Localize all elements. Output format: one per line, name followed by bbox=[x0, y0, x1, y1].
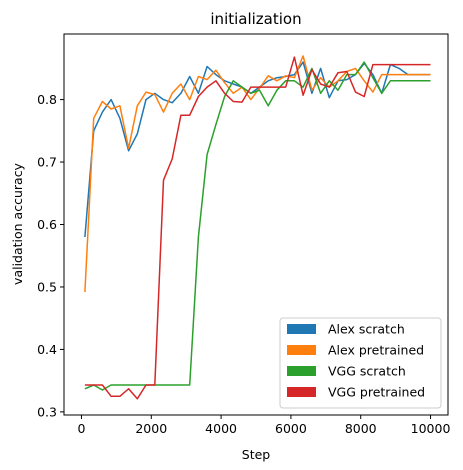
y-tick-label: 0.8 bbox=[37, 92, 57, 107]
series-line-vgg-pretrained bbox=[84, 56, 431, 400]
legend: Alex scratch Alex pretrained VGG scratch VG… bbox=[279, 317, 442, 409]
legend-label-alex-pretrained: Alex pretrained bbox=[328, 343, 424, 358]
y-tick-label: 0.6 bbox=[37, 217, 57, 232]
legend-swatch-alex-pretrained bbox=[287, 345, 316, 355]
x-tick-label: 0 bbox=[77, 421, 85, 436]
legend-swatch-alex-scratch bbox=[287, 324, 316, 334]
series-line-alex-pretrained bbox=[84, 55, 431, 293]
x-tick-label: 6000 bbox=[275, 421, 307, 436]
x-axis-title: Step bbox=[242, 447, 271, 462]
y-axis-title: validation accuracy bbox=[10, 162, 25, 285]
legend-label-alex-scratch: Alex scratch bbox=[328, 322, 405, 337]
legend-swatch-vgg-scratch bbox=[287, 366, 316, 376]
legend-label-vgg-scratch: VGG scratch bbox=[328, 364, 406, 379]
y-tick-label: 0.3 bbox=[37, 404, 57, 419]
x-tick-label: 4000 bbox=[205, 421, 237, 436]
y-tick-label: 0.4 bbox=[37, 342, 57, 357]
series-layer bbox=[84, 55, 431, 400]
x-tick-label: 10000 bbox=[411, 421, 451, 436]
legend-swatch-vgg-pretrained bbox=[287, 387, 316, 397]
series-line-vgg-scratch bbox=[84, 61, 431, 391]
x-tick-label: 2000 bbox=[135, 421, 167, 436]
y-tick-label: 0.7 bbox=[37, 155, 57, 170]
legend-frame bbox=[279, 317, 442, 409]
x-tick-label: 8000 bbox=[345, 421, 377, 436]
y-axis: 0.3 0.4 0.5 0.6 0.7 0.8 bbox=[37, 92, 64, 419]
y-tick-label: 0.5 bbox=[37, 279, 57, 294]
chart-title: initialization bbox=[210, 10, 301, 28]
x-axis: 0 2000 4000 6000 8000 10000 bbox=[77, 415, 450, 436]
legend-label-vgg-pretrained: VGG pretrained bbox=[328, 385, 425, 400]
